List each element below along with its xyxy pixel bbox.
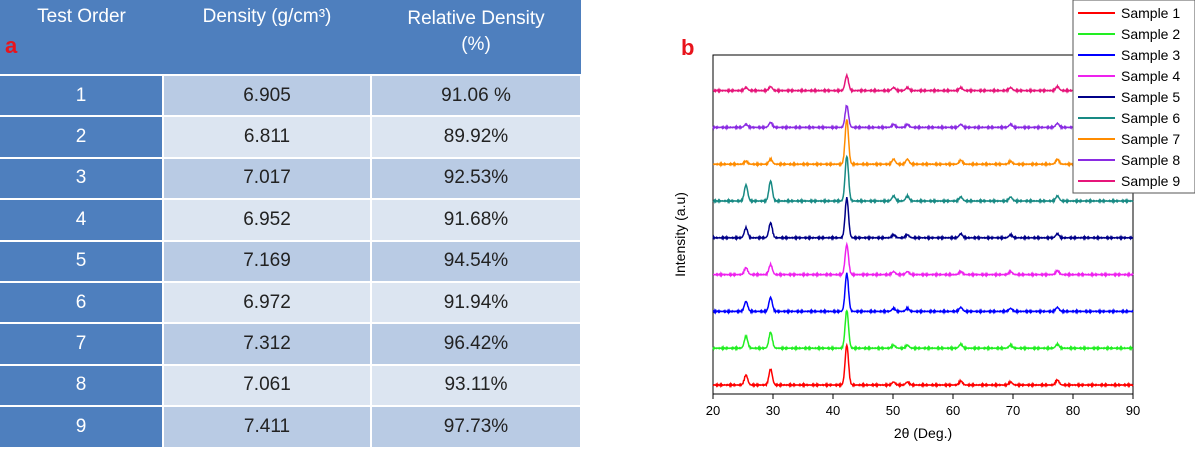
table-row: 8 7.061 93.11% bbox=[0, 363, 582, 408]
cell-density: 6.972 bbox=[162, 280, 372, 325]
series-line-sample-4 bbox=[712, 241, 1134, 279]
series-line-sample-2 bbox=[712, 309, 1134, 352]
cell-relative-density: 91.94% bbox=[370, 280, 582, 325]
series-line-sample-7 bbox=[712, 119, 1134, 168]
xrd-chart: 20 30 40 50 60 70 80 90 2θ (Deg.) Intensity (a.u)… bbox=[672, 0, 1195, 441]
series-line-sample-5 bbox=[712, 196, 1134, 242]
series-line-sample-9 bbox=[712, 72, 1134, 95]
x-axis-title: 2θ (Deg.) bbox=[894, 425, 952, 441]
x-tick-label: 90 bbox=[1126, 403, 1140, 418]
cell-test-order: 5 bbox=[0, 239, 164, 283]
legend-entry: Sample 5 bbox=[1121, 89, 1180, 105]
table-row: 2 6.811 89.92% bbox=[0, 115, 582, 159]
cell-test-order: 6 bbox=[0, 280, 164, 325]
x-tick-label: 80 bbox=[1066, 403, 1080, 418]
legend-entry: Sample 9 bbox=[1121, 173, 1180, 189]
cell-density: 7.061 bbox=[162, 363, 372, 408]
header-relative-density-text: Relative Density (%) bbox=[407, 8, 545, 55]
cell-test-order: 3 bbox=[0, 156, 164, 201]
cell-relative-density: 94.54% bbox=[370, 239, 582, 283]
cell-test-order: 9 bbox=[0, 405, 164, 449]
cell-test-order: 7 bbox=[0, 322, 164, 366]
cell-density: 7.411 bbox=[162, 405, 372, 449]
cell-relative-density: 89.92% bbox=[370, 115, 582, 159]
cell-density: 7.169 bbox=[162, 239, 372, 283]
table-header-row: Test Order Density (g/cm³) Relative Dens… bbox=[0, 0, 581, 75]
cell-density: 7.017 bbox=[162, 156, 372, 201]
table-row: 6 6.972 91.94% bbox=[0, 280, 582, 325]
plot-frame bbox=[712, 54, 1134, 395]
x-tick-label: 30 bbox=[766, 403, 780, 418]
legend-entry: Sample 6 bbox=[1121, 110, 1180, 126]
table-row: 7 7.312 96.42% bbox=[0, 322, 582, 366]
panel-a-label: a bbox=[5, 33, 18, 58]
cell-test-order: 4 bbox=[0, 198, 164, 242]
cell-density: 6.905 bbox=[162, 73, 372, 118]
x-tick-label: 70 bbox=[1006, 403, 1020, 418]
legend-entry: Sample 3 bbox=[1121, 47, 1180, 63]
table-row: 1 6.905 91.06 % bbox=[0, 73, 582, 118]
cell-density: 6.811 bbox=[162, 115, 372, 159]
cell-density: 7.312 bbox=[162, 322, 372, 366]
cell-relative-density: 91.06 % bbox=[370, 73, 582, 118]
series-line-sample-6 bbox=[712, 154, 1134, 205]
table-row: 3 7.017 92.53% bbox=[0, 156, 582, 201]
x-tick-label: 40 bbox=[826, 403, 840, 418]
table-row: 9 7.411 97.73% bbox=[0, 405, 582, 449]
cell-test-order: 1 bbox=[0, 73, 164, 118]
y-axis-title: Intensity (a.u) bbox=[672, 192, 688, 277]
header-relative-density: Relative Density (%) bbox=[371, 0, 581, 75]
table-row: 4 6.952 91.68% bbox=[0, 198, 582, 242]
cell-relative-density: 97.73% bbox=[370, 405, 582, 449]
cell-density: 6.952 bbox=[162, 198, 372, 242]
table-row: 5 7.169 94.54% bbox=[0, 239, 582, 283]
series-line-sample-8 bbox=[712, 104, 1134, 131]
panel-b-label: b bbox=[681, 35, 695, 60]
cell-relative-density: 92.53% bbox=[370, 156, 582, 201]
cell-relative-density: 96.42% bbox=[370, 322, 582, 366]
legend-entry: Sample 1 bbox=[1121, 5, 1180, 21]
density-table: Test Order Density (g/cm³) Relative Dens… bbox=[0, 0, 582, 449]
legend-entry: Sample 4 bbox=[1121, 68, 1180, 84]
series-line-sample-1 bbox=[712, 342, 1134, 389]
header-density: Density (g/cm³) bbox=[163, 0, 371, 75]
cell-relative-density: 93.11% bbox=[370, 363, 582, 408]
series-line-sample-3 bbox=[712, 272, 1134, 315]
x-tick-label: 20 bbox=[706, 403, 720, 418]
x-tick-label: 60 bbox=[946, 403, 960, 418]
header-test-order: Test Order bbox=[0, 0, 163, 75]
legend-entry: Sample 8 bbox=[1121, 152, 1180, 168]
cell-relative-density: 91.68% bbox=[370, 198, 582, 242]
legend-entry: Sample 2 bbox=[1121, 26, 1180, 42]
legend-entry: Sample 7 bbox=[1121, 131, 1180, 147]
cell-test-order: 2 bbox=[0, 115, 164, 159]
cell-test-order: 8 bbox=[0, 363, 164, 408]
x-tick-label: 50 bbox=[886, 403, 900, 418]
